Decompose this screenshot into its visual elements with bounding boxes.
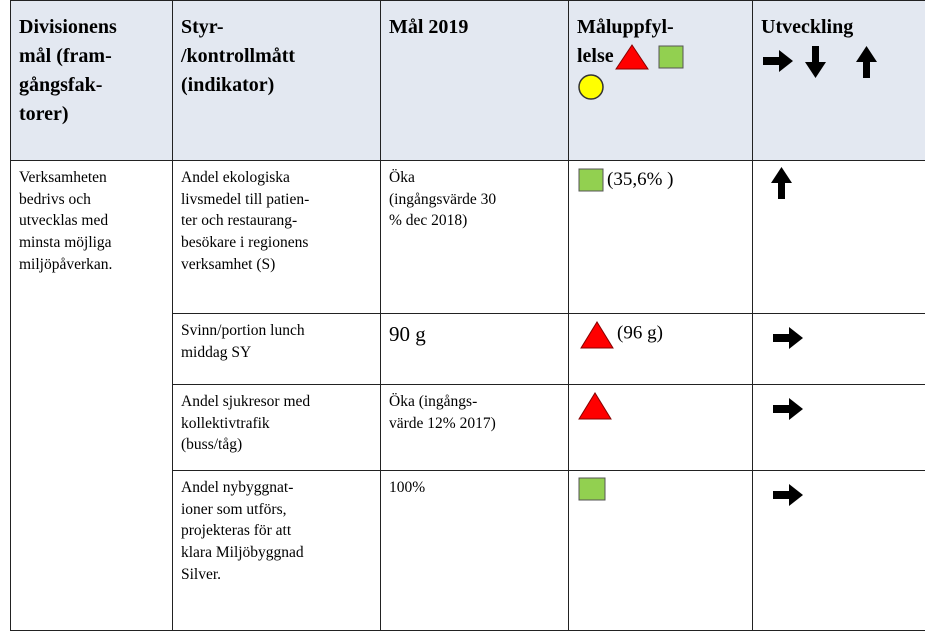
text-line: Styr- [181, 16, 224, 38]
cell: (35,6% ) [569, 161, 753, 314]
goal-table: Divisionens mål (fram-gångsfak-torer) Sty… [10, 0, 925, 631]
header-cell: Divisionens mål (fram-gångsfak-torer) [11, 1, 173, 161]
cell: Öka (ingångsvärde 30 % dec 2018) [381, 161, 569, 314]
header-cell: Styr- /kontrollmått (indikator) [173, 1, 381, 161]
text-line: Öka (ingångs- [389, 393, 477, 410]
cell: Öka (ingångs-värde 12% 2017) [381, 385, 569, 471]
text-line: miljöpåverkan. [19, 256, 112, 273]
text-line: Verksamheten [19, 169, 107, 186]
cell [753, 161, 925, 314]
text: lelse [577, 45, 614, 67]
header-cell: Utveckling [753, 1, 925, 161]
right-arrow-icon [761, 320, 811, 354]
text-line: 100% [389, 479, 425, 496]
cell: 90 g [381, 314, 569, 385]
text-line: Svinn/portion lunch [181, 322, 305, 339]
cell: 100% [381, 471, 569, 631]
text: Måluppfyl- [577, 16, 674, 38]
cell [569, 471, 753, 631]
text-line: Andel sjukresor med [181, 393, 310, 410]
cell: Andel sjukresor med kollektivtrafik (buss/… [173, 385, 381, 471]
text-line: värde 12% 2017) [389, 415, 496, 432]
text-line: 90 g [389, 322, 426, 346]
text-line: mål (fram- [19, 45, 112, 67]
text-line: livsmedel till patien- [181, 191, 309, 208]
cell: Verksamheten bedrivs och utvecklas med mins… [11, 161, 173, 631]
right-arrow-icon [761, 477, 811, 511]
text-line: Mål 2019 [389, 16, 468, 38]
yellow-circle-icon [577, 72, 607, 102]
text-line: middag SY [181, 344, 251, 361]
cell [753, 314, 925, 385]
text-line: Andel nybyggnat- [181, 479, 293, 496]
text: (35,6% ) [607, 169, 673, 190]
text-line: ioner som utförs, [181, 501, 286, 518]
text-line: /kontrollmått [181, 45, 295, 67]
text-line: (indikator) [181, 74, 274, 96]
text-line: (buss/tåg) [181, 436, 242, 453]
red-triangle-icon [577, 320, 617, 350]
cell: Andel ekologiska livsmedel till patien-te… [173, 161, 381, 314]
text-line: gångsfak- [19, 74, 102, 96]
cell: (96 g) [569, 314, 753, 385]
text-line: Öka [389, 169, 415, 186]
text-line: Silver. [181, 566, 221, 583]
text-line: klara Miljöbyggnad [181, 544, 304, 561]
red-triangle-icon [614, 43, 650, 71]
trend-icons [761, 42, 881, 82]
right-arrow-icon [761, 391, 811, 425]
cell [753, 385, 925, 471]
header-cell: Måluppfyl-lelse [569, 1, 753, 161]
text: (96 g) [617, 323, 663, 344]
cell: Andel nybyggnat-ioner som utförs, projekt… [173, 471, 381, 631]
text-line: ter och restaurang- [181, 212, 297, 229]
text-line: % dec 2018) [389, 212, 467, 229]
up-arrow-icon [761, 167, 801, 201]
row: Verksamheten bedrivs och utvecklas med mins… [11, 161, 925, 314]
text-line: projekteras för att [181, 522, 291, 539]
header-cell: Mål 2019 [381, 1, 569, 161]
text-line: minsta möjliga [19, 234, 112, 251]
text-line: besökare i regionens [181, 234, 308, 251]
text-line: kollektivtrafik [181, 415, 270, 432]
green-square-icon [655, 44, 685, 70]
green-square-icon [577, 477, 609, 503]
text-line: torer) [19, 103, 69, 125]
text-line: (ingångsvärde 30 [389, 191, 496, 208]
red-triangle-icon [577, 391, 617, 421]
text-line: utvecklas med [19, 212, 108, 229]
header-row: Divisionens mål (fram-gångsfak-torer) Sty… [11, 1, 925, 161]
text: Utveckling [761, 16, 853, 38]
cell [753, 471, 925, 631]
green-square-icon [577, 168, 607, 194]
text-line: bedrivs och [19, 191, 91, 208]
cell [569, 385, 753, 471]
text-line: Divisionens [19, 16, 117, 38]
text-line: Andel ekologiska [181, 169, 290, 186]
cell: Svinn/portion lunch middag SY [173, 314, 381, 385]
text-line: verksamhet (S) [181, 256, 275, 273]
